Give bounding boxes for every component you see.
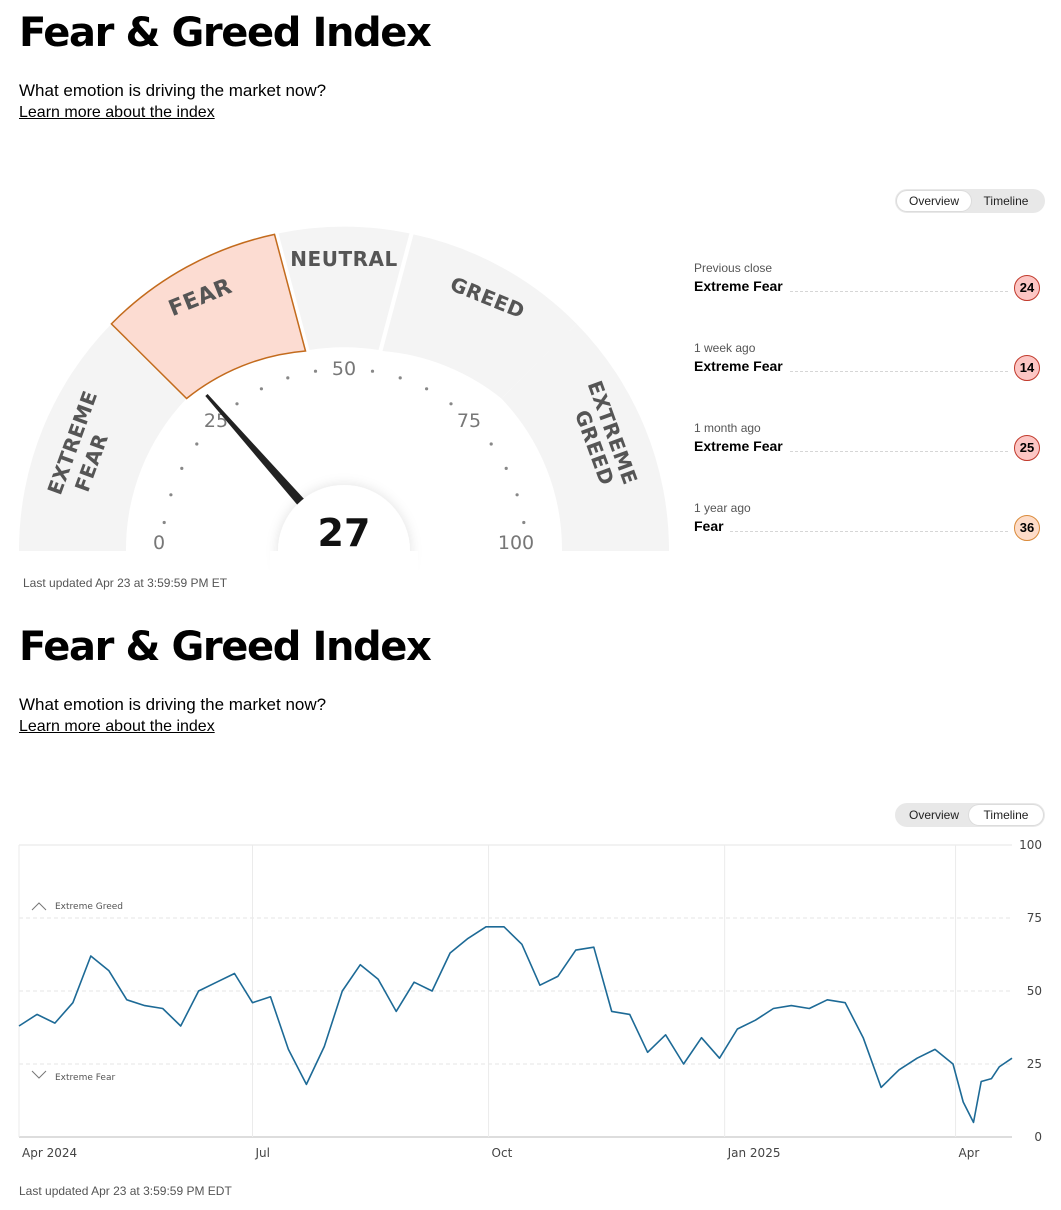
- timeline-tab[interactable]: Timeline: [983, 194, 1029, 208]
- history-label: Previous close: [694, 261, 773, 275]
- band-label-extreme-fear: Extreme Fear: [55, 1073, 115, 1083]
- gauge: NEUTRAL FEAR GREED EXTREME FEAR EXTREME …: [18, 226, 670, 570]
- history-label: 1 year ago: [694, 501, 751, 515]
- history-item-previous-close: Previous close Extreme Fear 24: [694, 261, 1042, 303]
- learn-more-link-timeline[interactable]: Learn more about the index: [19, 718, 215, 735]
- x-tick-label: Jan 2025: [727, 1146, 781, 1160]
- page-title-timeline: Fear & Greed Index: [19, 624, 432, 670]
- chevron-up-icon: [31, 902, 47, 911]
- x-tick-label: Jul: [254, 1146, 269, 1160]
- timeline-tab[interactable]: Timeline: [969, 805, 1043, 825]
- history-dots: [790, 451, 1008, 452]
- history-dots: [790, 291, 1008, 292]
- gauge-tick: [162, 520, 166, 525]
- subtitle-timeline: What emotion is driving the market now?: [19, 695, 327, 714]
- x-tick-label: Apr: [959, 1146, 980, 1160]
- subtitle: What emotion is driving the market now?: [19, 81, 327, 100]
- band-label-extreme-greed: Extreme Greed: [55, 902, 123, 912]
- gauge-tick: [313, 369, 318, 373]
- gauge-tick: [449, 402, 453, 406]
- timeline-chart: Extreme Greed Extreme Fear 0 25 50 75 100 Ap…: [18, 838, 1042, 1160]
- gauge-tick: [515, 493, 519, 497]
- scale-label-0: 0: [153, 532, 165, 554]
- gauge-tick: [259, 387, 263, 391]
- gauge-needle: [205, 394, 322, 525]
- overview-tab[interactable]: Overview: [908, 808, 959, 822]
- gauge-tick: [522, 520, 526, 525]
- history-dots: [790, 371, 1008, 372]
- history-item-1-month: 1 month ago Extreme Fear 25: [694, 421, 1042, 463]
- history-value-circle: 24: [1014, 275, 1040, 301]
- y-tick-label: 0: [1034, 1130, 1042, 1144]
- gauge-tick: [398, 376, 402, 380]
- gauge-tick: [180, 466, 184, 470]
- overview-tab[interactable]: Overview: [897, 191, 971, 211]
- history-rating: Extreme Fear: [694, 278, 783, 294]
- chevron-down-icon: [31, 1070, 47, 1079]
- timeline-last-updated: Last updated Apr 23 at 3:59:59 PM EDT: [19, 1184, 232, 1198]
- gauge-segment-neutral: [278, 226, 410, 350]
- gauge-tick: [286, 376, 290, 380]
- page-title: Fear & Greed Index: [19, 10, 432, 56]
- series-line: [18, 926, 1013, 1124]
- scale-label-50: 50: [332, 358, 356, 380]
- history-label: 1 week ago: [694, 341, 756, 355]
- gauge-tick: [504, 466, 508, 470]
- history-value-circle: 25: [1014, 435, 1040, 461]
- learn-more-link[interactable]: Learn more about the index: [19, 104, 215, 121]
- gauge-segment-extreme-fear: [18, 323, 187, 551]
- segment-label-neutral: NEUTRAL: [290, 247, 397, 271]
- gauge-tick: [370, 369, 375, 373]
- y-tick-label: 75: [1027, 911, 1042, 925]
- gauge-segment-greed: [382, 234, 577, 399]
- history-value-circle: 36: [1014, 515, 1040, 541]
- history-rating: Extreme Fear: [694, 358, 783, 374]
- gauge-tick: [169, 493, 173, 497]
- history-item-1-week: 1 week ago Extreme Fear 14: [694, 341, 1042, 383]
- history-rating: Fear: [694, 518, 724, 534]
- history-label: 1 month ago: [694, 421, 761, 435]
- gauge-tick: [489, 442, 493, 446]
- y-tick-label: 100: [1019, 838, 1042, 852]
- x-tick-label: Oct: [492, 1146, 513, 1160]
- gauge-tick: [195, 442, 199, 446]
- view-toggle: Overview Timeline: [895, 189, 1045, 213]
- history-rating: Extreme Fear: [694, 438, 783, 454]
- x-tick-label: Apr 2024: [22, 1146, 77, 1160]
- scale-label-75: 75: [457, 410, 481, 432]
- gauge-tick: [235, 402, 239, 406]
- gauge-segment-fear: [110, 233, 307, 400]
- gauge-segment-extreme-greed: [501, 323, 670, 551]
- gauge-last-updated: Last updated Apr 23 at 3:59:59 PM ET: [23, 576, 228, 590]
- y-tick-label: 25: [1027, 1057, 1042, 1071]
- history-item-1-year: 1 year ago Fear 36: [694, 501, 1042, 543]
- gauge-center: [278, 485, 410, 570]
- history-value-circle: 14: [1014, 355, 1040, 381]
- scale-label-100: 100: [498, 532, 534, 554]
- gauge-value: 27: [318, 511, 371, 555]
- y-tick-label: 50: [1027, 984, 1042, 998]
- gauge-tick: [425, 387, 429, 391]
- view-toggle-timeline: Overview Timeline: [895, 803, 1045, 827]
- history-dots: [730, 531, 1008, 532]
